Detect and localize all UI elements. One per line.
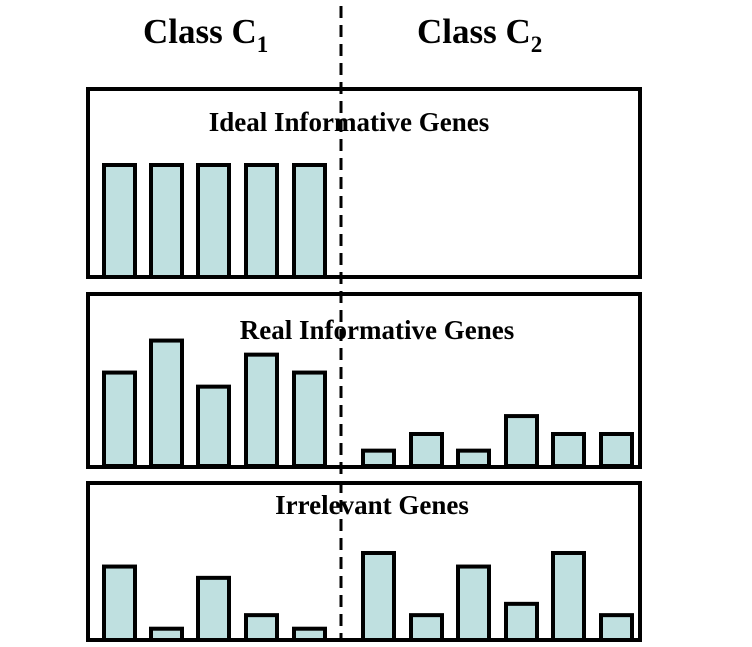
class1-bar <box>149 163 184 279</box>
class1-bar <box>196 384 231 469</box>
panel-real-informative-genes: Real Informative Genes <box>86 292 642 469</box>
panel-title: Irrelevant Genes <box>275 490 469 520</box>
class1-bar <box>244 352 279 469</box>
bar-group <box>102 163 327 279</box>
class2-bar <box>361 550 396 642</box>
class2-bar <box>409 613 444 643</box>
class1-bar <box>196 575 231 642</box>
bar-group <box>102 550 634 643</box>
panel-irrelevant-genes: Irrelevant Genes <box>86 481 642 643</box>
class1-header: Class C1 <box>143 12 268 57</box>
class1-bar <box>292 626 327 643</box>
class1-bar <box>149 626 184 643</box>
class1-bar <box>102 564 137 642</box>
class1-bar <box>102 163 137 279</box>
bar-group <box>102 338 634 469</box>
class1-bar <box>149 338 184 468</box>
class2-bar <box>409 432 444 468</box>
class2-bar <box>551 550 586 642</box>
panel-title: Ideal Informative Genes <box>209 107 489 137</box>
class1-bar <box>102 370 137 468</box>
panel-ideal-informative-genes: Ideal Informative Genes <box>86 87 642 279</box>
class2-bar <box>456 564 491 642</box>
class2-bar <box>599 432 634 468</box>
class2-bar <box>504 601 539 643</box>
class1-bar <box>244 163 279 279</box>
class2-header: Class C2 <box>417 12 542 57</box>
class2-bar <box>361 448 396 469</box>
class1-bar <box>196 163 231 279</box>
class1-bar <box>292 163 327 279</box>
class2-bar <box>599 613 634 643</box>
class2-bar <box>504 414 539 468</box>
class2-bar <box>551 432 586 468</box>
class2-bar <box>456 448 491 469</box>
class1-bar <box>292 370 327 468</box>
panel-title: Real Informative Genes <box>240 315 514 345</box>
class1-bar <box>244 613 279 643</box>
